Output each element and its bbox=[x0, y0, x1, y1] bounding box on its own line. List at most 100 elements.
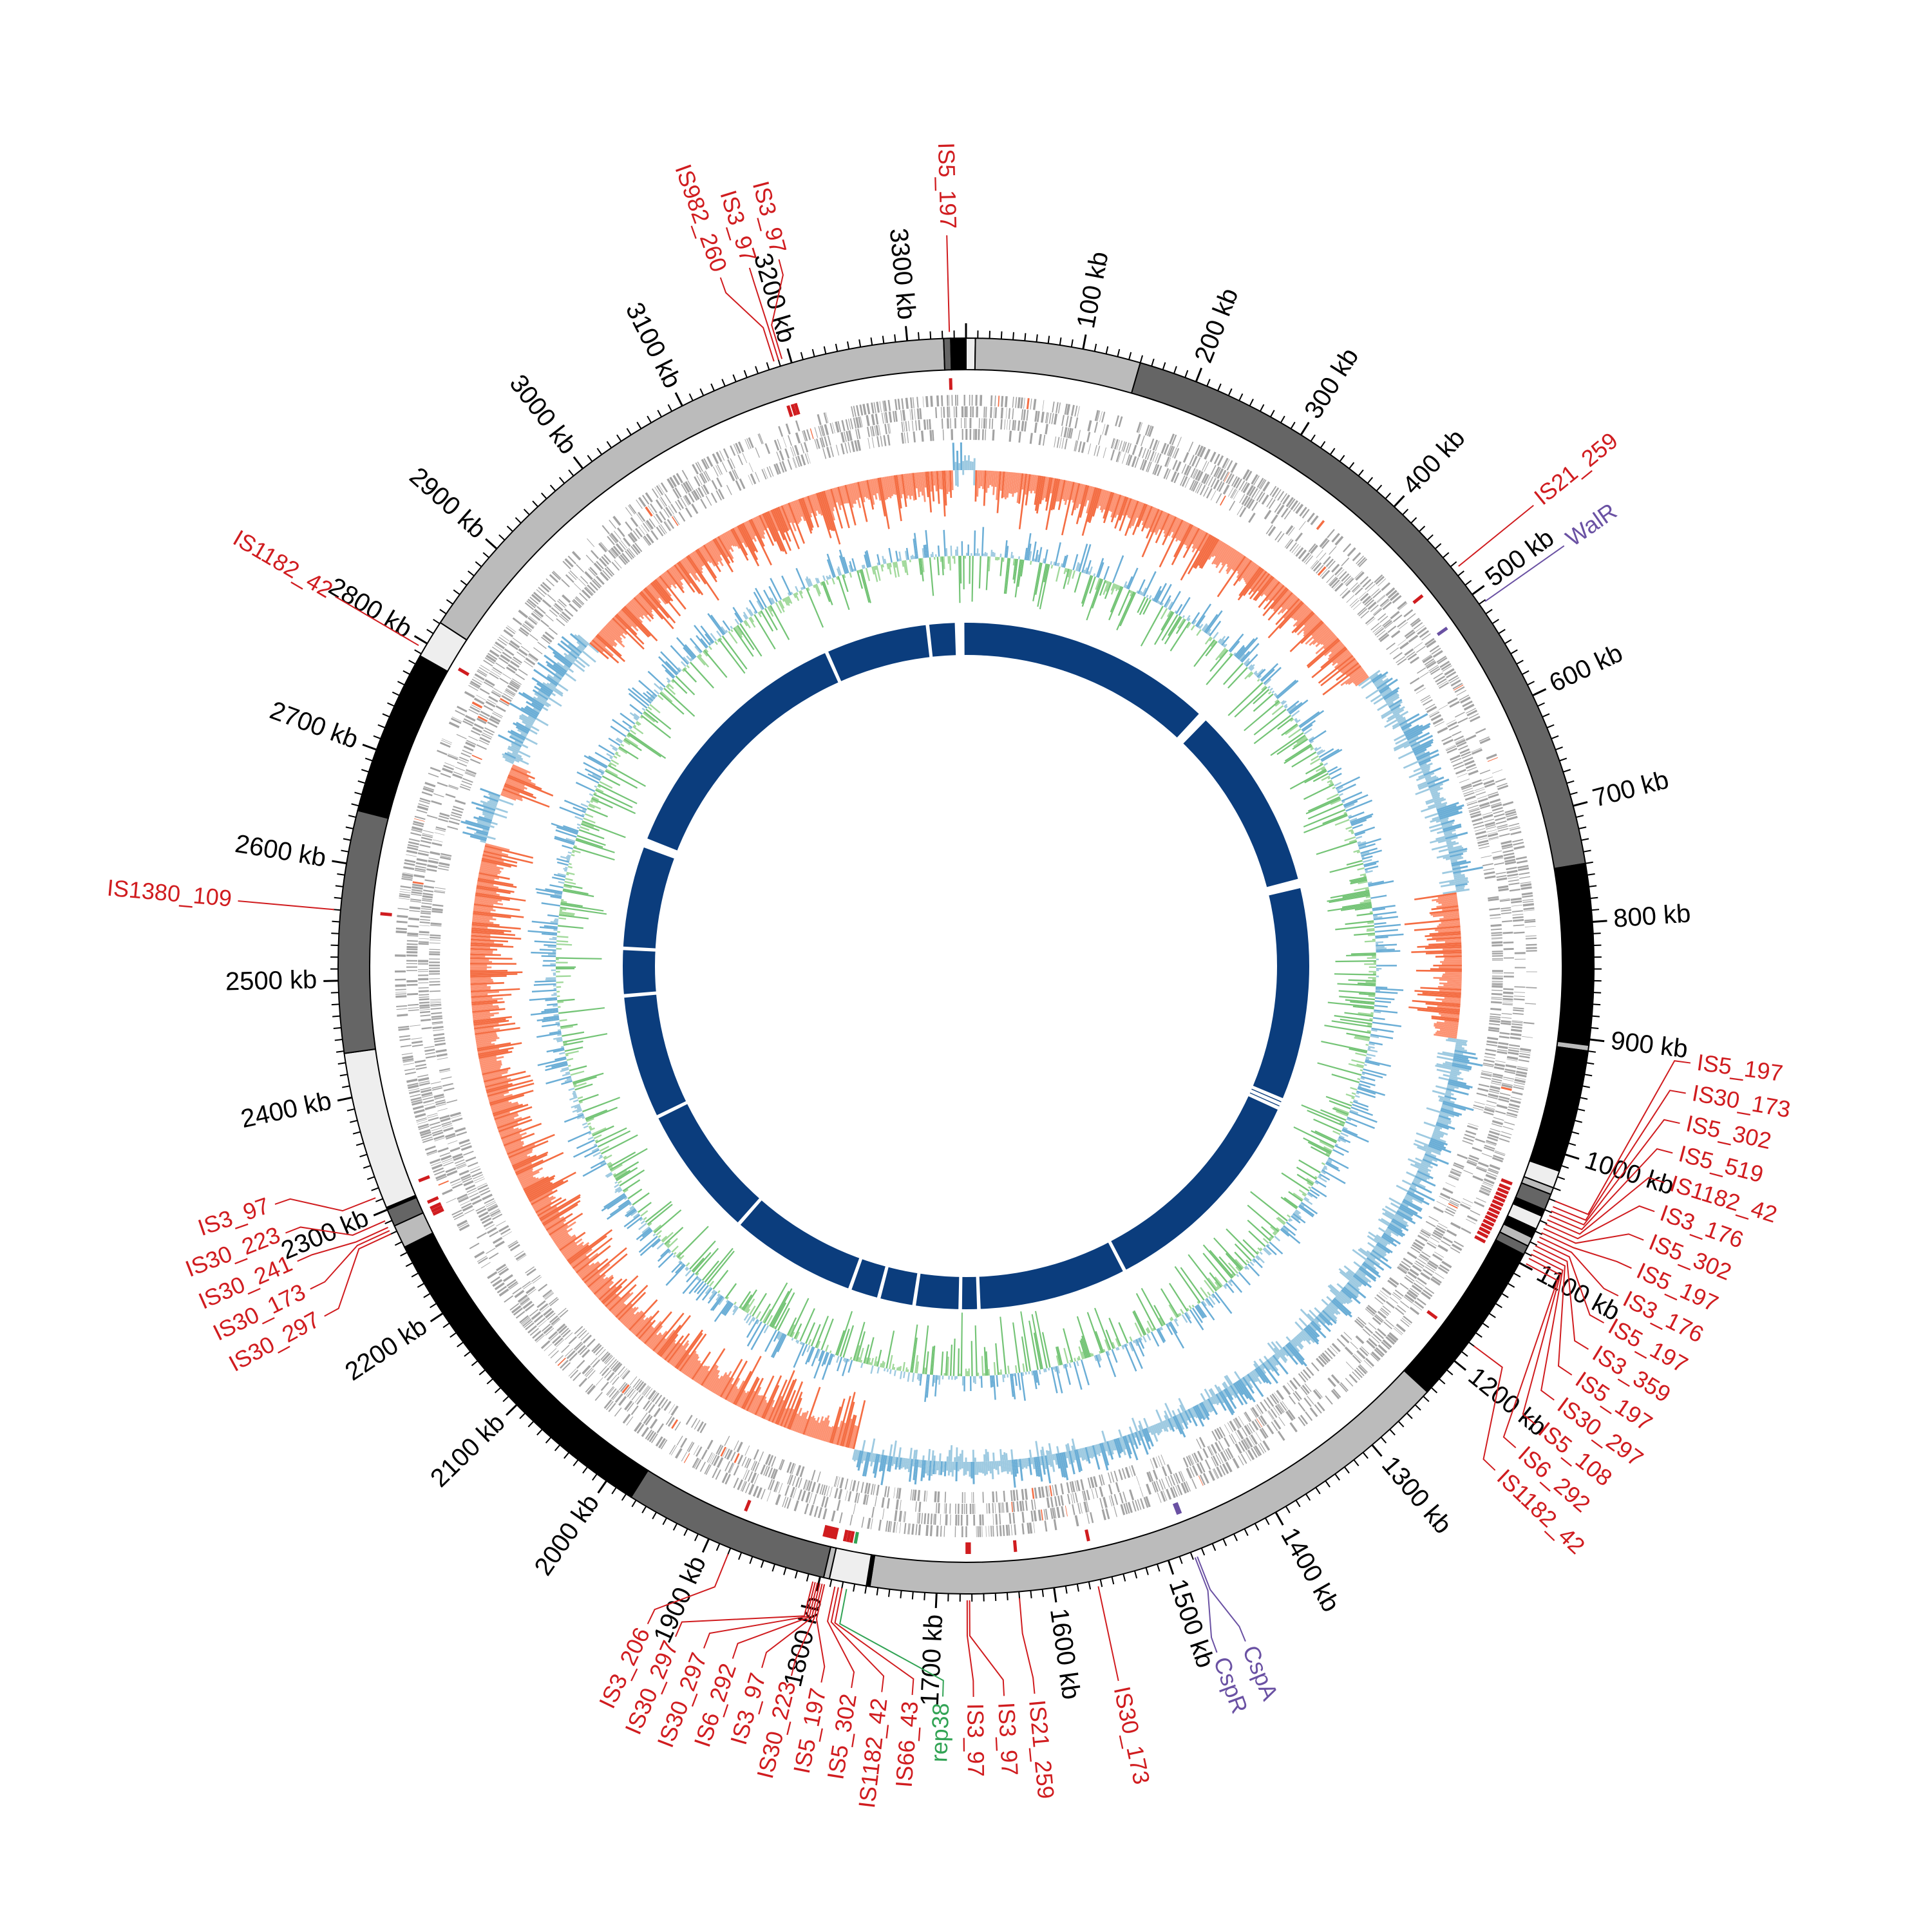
gene-mark bbox=[1490, 1128, 1501, 1133]
gc-skew-bar bbox=[713, 1372, 728, 1394]
gc-skew-bar bbox=[470, 959, 489, 961]
gene-mark bbox=[1249, 1423, 1255, 1432]
gc-skew-bar bbox=[1386, 1227, 1399, 1237]
gene-mark bbox=[613, 531, 621, 540]
gene-mark bbox=[764, 1454, 772, 1465]
gene-mark bbox=[441, 739, 452, 745]
gene-mark bbox=[701, 459, 708, 470]
gc-skew-bar bbox=[1345, 1283, 1359, 1296]
gene-mark bbox=[1408, 634, 1419, 643]
gene-mark bbox=[1482, 863, 1493, 867]
gene-mark bbox=[539, 1303, 549, 1311]
gene-mark bbox=[742, 453, 748, 464]
gc-skew-bar bbox=[489, 825, 495, 828]
gc-skew-bar bbox=[1075, 1449, 1083, 1472]
gc-skew-bar bbox=[1407, 1190, 1425, 1200]
gene-mark bbox=[969, 429, 972, 440]
gene-mark bbox=[418, 942, 429, 945]
gene-mark bbox=[1177, 1484, 1183, 1495]
gc-skew-bar bbox=[472, 1012, 499, 1017]
gene-mark bbox=[1259, 1428, 1267, 1439]
gene-mark bbox=[779, 462, 785, 473]
gc-skew-bar bbox=[994, 1461, 998, 1470]
gene-mark bbox=[408, 1084, 419, 1090]
gc-skew-bar bbox=[1378, 1218, 1390, 1227]
gene-mark bbox=[460, 1142, 471, 1148]
gc-skew-bar bbox=[1248, 1372, 1256, 1383]
gc-skew-bar bbox=[1319, 1312, 1333, 1326]
gc-skew-bar bbox=[913, 1450, 916, 1459]
gene-mark bbox=[415, 862, 427, 866]
gene-mark bbox=[1146, 1472, 1152, 1482]
gc-skew-bar bbox=[842, 1401, 855, 1447]
gene-mark bbox=[509, 681, 520, 688]
gc-skew-bar bbox=[1314, 1318, 1320, 1323]
gene-mark bbox=[1495, 817, 1506, 822]
gene-mark bbox=[1356, 555, 1365, 564]
gene-mark bbox=[453, 771, 464, 776]
gene-mark bbox=[894, 1510, 898, 1522]
gc-skew-bar bbox=[1238, 561, 1254, 582]
gene-mark bbox=[759, 433, 764, 444]
gc-skew-bar bbox=[800, 1418, 808, 1435]
gene-mark bbox=[701, 486, 707, 496]
gene-mark bbox=[1103, 447, 1106, 459]
gene-mark bbox=[669, 1444, 676, 1455]
gene-mark bbox=[947, 395, 949, 406]
gc-skew-bar bbox=[619, 1307, 634, 1322]
gc-skew-bar bbox=[1249, 1371, 1258, 1383]
gc-skew-bar bbox=[487, 1083, 535, 1097]
gene-mark bbox=[1061, 1506, 1065, 1517]
gc-skew-bar bbox=[1018, 473, 1024, 504]
gene-mark bbox=[857, 439, 862, 451]
gc-skew-bar bbox=[914, 1459, 919, 1485]
gene-mark bbox=[1434, 1251, 1444, 1258]
gc-skew-bar bbox=[930, 1461, 934, 1476]
gc-skew-bar bbox=[1374, 1237, 1379, 1242]
gene-mark bbox=[1520, 886, 1532, 890]
gene-mark bbox=[395, 984, 406, 987]
gene-mark bbox=[806, 1480, 811, 1491]
gc-skew-bar bbox=[495, 807, 508, 813]
gc-skew-bar bbox=[976, 1461, 979, 1475]
gene-mark bbox=[1491, 932, 1502, 934]
gc-skew-bar bbox=[1014, 472, 1018, 493]
gene-mark bbox=[761, 469, 767, 480]
gc-skew-bar bbox=[1283, 1345, 1294, 1357]
gene-mark bbox=[507, 1240, 518, 1247]
gene-mark bbox=[572, 600, 581, 609]
gene-mark bbox=[1212, 1468, 1218, 1479]
gene-mark bbox=[480, 1262, 491, 1269]
gc-skew-bar bbox=[1218, 548, 1236, 574]
gene-mark bbox=[429, 1121, 440, 1126]
gene-mark bbox=[750, 473, 757, 484]
gene-mark bbox=[1406, 651, 1416, 658]
gc-skew-bar bbox=[1298, 1333, 1306, 1342]
gc-skew-bar bbox=[1389, 701, 1403, 710]
gc-content-bar bbox=[1028, 551, 1032, 561]
gene-mark bbox=[817, 413, 822, 426]
gene-mark bbox=[506, 666, 516, 674]
gene-mark bbox=[521, 1318, 531, 1325]
gc-skew-bar bbox=[1018, 473, 1028, 529]
gene-mark bbox=[1459, 748, 1470, 755]
gene-mark bbox=[1389, 592, 1400, 601]
gc-skew-bar bbox=[849, 483, 857, 504]
gc-skew-bar bbox=[878, 477, 890, 529]
gc-skew-bar bbox=[840, 1392, 856, 1446]
gene-mark bbox=[1164, 457, 1170, 467]
gene-mark bbox=[935, 1502, 938, 1513]
gc-skew-bar bbox=[1417, 782, 1428, 789]
gc-skew-bar bbox=[873, 1453, 876, 1463]
gc-skew-bar bbox=[482, 1067, 511, 1075]
gene-mark bbox=[466, 739, 477, 745]
gene-mark bbox=[1229, 500, 1236, 511]
gene-mark bbox=[647, 1430, 654, 1441]
gc-skew-bar bbox=[1394, 734, 1405, 742]
gene-mark bbox=[1492, 959, 1503, 961]
gc-skew-bar bbox=[1341, 1287, 1361, 1305]
gc-skew-bar bbox=[971, 1461, 973, 1479]
gc-skew-bar bbox=[1436, 854, 1450, 859]
gene-mark bbox=[455, 799, 466, 805]
gene-mark bbox=[674, 1448, 683, 1459]
